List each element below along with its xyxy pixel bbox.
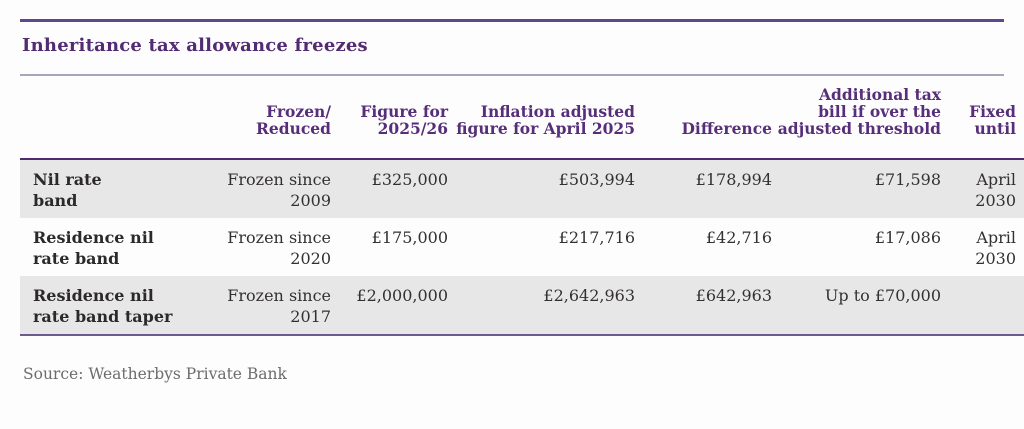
header-row: Frozen/ Reduced Figure for 2025/26 Infla… [20, 76, 1024, 160]
column-header-frozen-reduced: Frozen/ Reduced [210, 76, 331, 160]
figure-frame: Inheritance tax allowance freezes Frozen… [0, 19, 1024, 384]
title-underline-rule [20, 74, 1004, 76]
row-label: Nil rate band [20, 159, 210, 218]
cell-frozen-since: Frozen since 2009 [210, 159, 331, 218]
row-label: Residence nil rate band [33, 228, 154, 268]
cell-fixed-until: April 2030 [975, 228, 1016, 268]
cell-additional-tax: £17,086 [874, 228, 941, 247]
cell-figure: £175,000 [371, 228, 448, 247]
source-attribution: Source: Weatherbys Private Bank [23, 365, 287, 383]
column-header-figure-2025-26: Figure for 2025/26 [331, 76, 448, 160]
allowances-table: Frozen/ Reduced Figure for 2025/26 Infla… [20, 76, 1024, 336]
cell-additional-tax: Up to £70,000 [772, 276, 941, 336]
column-header-fixed-until: Fixed until [941, 76, 1024, 160]
table-row-residence-nil-rate-band: Residence nil rate band Frozen since 202… [20, 218, 1024, 276]
cell-figure: £325,000 [331, 159, 448, 218]
cell-inflation-adjusted: £217,716 [558, 228, 635, 247]
top-rule [20, 19, 1004, 22]
table-row-residence-nil-rate-band-taper: Residence nil rate band taper Frozen sin… [20, 276, 1024, 336]
cell-additional-tax: £71,598 [772, 159, 941, 218]
cell-difference: £642,963 [635, 276, 772, 336]
cell-inflation-adjusted: £503,994 [448, 159, 635, 218]
cell-difference: £178,994 [635, 159, 772, 218]
cell-inflation-adjusted: £2,642,963 [448, 276, 635, 336]
cell-figure: £2,000,000 [331, 276, 448, 336]
column-header-inflation-adjusted: Inflation adjusted figure for April 2025 [448, 76, 635, 160]
cell-frozen-since: Frozen since 2017 [210, 276, 331, 336]
cell-fixed-until [941, 276, 1024, 336]
column-header-difference: Difference [635, 76, 772, 160]
table-row-nil-rate-band: Nil rate band Frozen since 2009 £325,000… [20, 159, 1024, 218]
row-label: Residence nil rate band taper [20, 276, 210, 336]
column-header-blank [20, 76, 210, 160]
cell-fixed-until: April 2030 [941, 159, 1024, 218]
column-header-additional-tax: Additional tax bill if over the adjusted… [772, 76, 941, 160]
cell-difference: £42,716 [705, 228, 772, 247]
cell-frozen-since: Frozen since 2020 [227, 228, 331, 268]
page-title: Inheritance tax allowance freezes [22, 35, 368, 56]
